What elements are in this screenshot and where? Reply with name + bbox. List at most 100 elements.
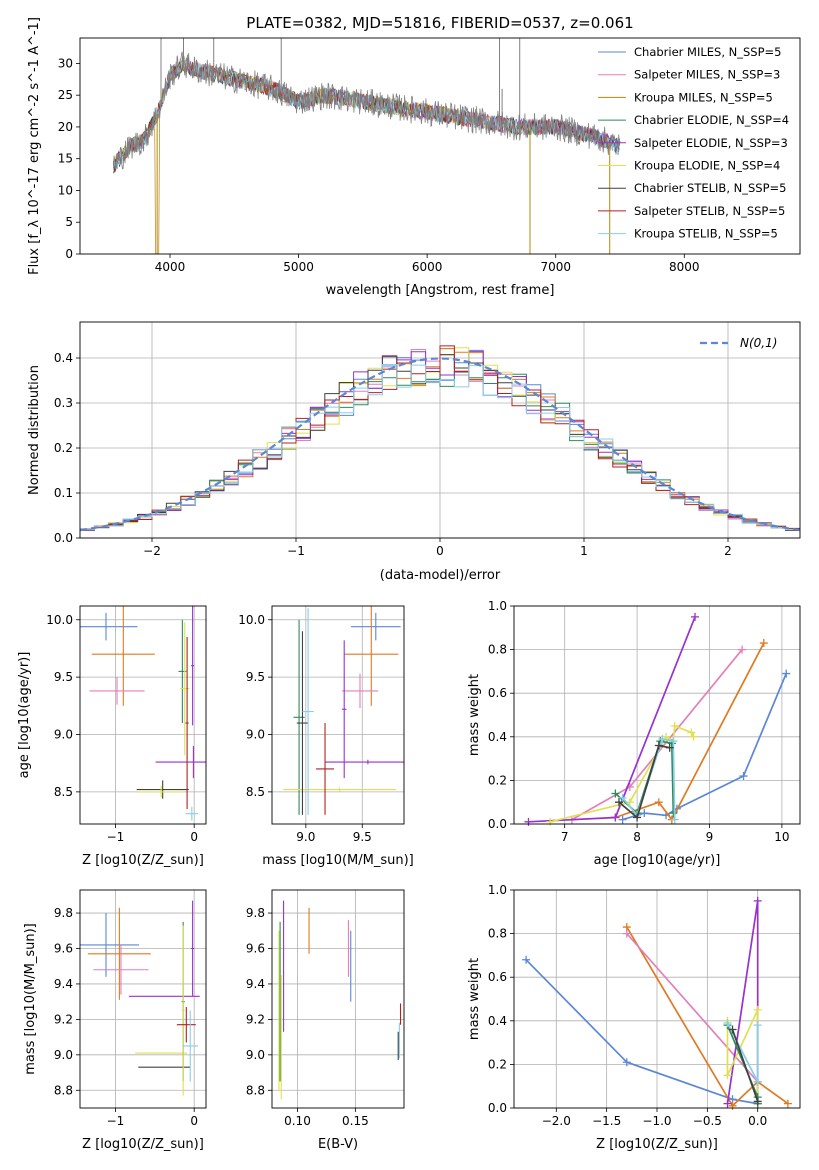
x-tick-label: 8000 [669,260,700,274]
model-spectrum-line [113,58,620,174]
errorbar-point [316,723,335,815]
y-tick-label: 0.0 [54,531,73,545]
errorbar-point [93,944,149,995]
mass-weight-line [622,673,787,821]
x-tick-label: 9.5 [353,830,372,844]
y-tick-label: 0.4 [488,730,507,744]
plus-marker [691,612,700,621]
y-axis-label: mass weight [467,958,482,1040]
x-tick-label: 0.10 [284,1114,311,1128]
y-tick-label: 20 [58,120,73,134]
mass-weight-vs-metallicity-panel: −2.0 −1.5 −1.0 −0.5 0.0 0.0 0.2 0.4 0.6 0.8 1.0 Z [… [467,883,801,1152]
plus-marker [665,743,674,752]
grid-lines [272,606,404,824]
y-tick-label: 9.0 [246,1048,265,1062]
plus-marker [658,734,667,743]
plus-marker [723,1018,732,1027]
y-tick-label: 0.1 [54,486,73,500]
axes-frame [271,889,405,1109]
errorbar-point [191,606,195,726]
x-tick-label: 6000 [412,260,443,274]
observed-spectrum-line [113,51,621,170]
series-layer [524,612,791,826]
y-tick-label: 9.5 [54,670,73,684]
spectrum-panel: 4000 5000 6000 7000 8000 0 5 10 15 20 25 30 waveleng… [27,17,801,298]
x-axis-label: Z [log10(Z/Z_sun)] [82,853,204,868]
plus-marker [546,817,555,826]
histogram-layer [80,345,800,533]
plus-marker [622,1058,631,1067]
errorbar-point [296,631,309,815]
model-spectrum-line [113,57,610,254]
x-tick-label: 1 [580,544,588,558]
residuals-panel: −2 −1 0 1 2 0.0 0.1 0.2 0.3 0.4 (data-model)/error… [27,321,801,583]
x-axis-label: Z [log10(Z/Z_sun)] [82,1137,204,1152]
errorbar-point [176,1006,196,1043]
plus-marker [753,1077,762,1086]
errorbar-point [180,622,190,756]
mass-vs-ebv-panel: 0.10 0.15 8.8 9.0 9.2 9.4 9.6 9.8 E(B-V) [246,889,405,1152]
y-axis-label: mass [log10(M/M_sun)] [23,923,38,1075]
y-tick-label: 10.0 [46,613,73,627]
mass-weight-line [528,616,696,823]
plus-marker [618,793,627,802]
y-tick-label: 0.6 [488,686,507,700]
x-tick-label: 9 [706,830,714,844]
legend-label: Chabrier MILES, N_SSP=5 [634,45,781,59]
errorbar-point [182,1010,199,1082]
plus-marker [522,955,531,964]
errorbar-point [89,677,145,705]
y-tick-label: 0.8 [488,643,507,657]
legend-label: Chabrier STELIB, N_SSP=5 [634,181,786,195]
legend-label: Chabrier ELODIE, N_SSP=4 [634,113,789,127]
errorbar-point [302,608,314,815]
x-tick-label: −1 [287,544,305,558]
y-tick-label: 9.4 [246,977,265,991]
residual-histogram [80,364,800,533]
plus-marker [633,813,642,822]
errorbar-point [341,673,379,709]
grid-lines [80,890,206,1108]
figure-title: PLATE=0382, MJD=51816, FIBERID=0537, z=0… [246,14,633,32]
x-tick-label: 9.0 [296,830,315,844]
grid-lines [272,890,404,1108]
plus-marker [783,1099,792,1108]
plus-marker [723,1071,732,1080]
y-tick-label: 9.5 [246,670,265,684]
x-tick-label: 10 [774,830,789,844]
plus-marker [622,929,631,938]
x-tick-label: −1 [107,1114,125,1128]
y-tick-label: 25 [58,88,73,102]
y-tick-label: 0.2 [488,773,507,787]
x-tick-label: 0 [190,830,198,844]
plus-marker [753,1021,762,1030]
plus-marker [739,772,748,781]
y-axis-label: Normed distribution [27,365,42,495]
errorbar-point [344,606,399,706]
model-spectrum-line [113,56,620,172]
plus-marker [614,798,623,807]
x-tick-label: 0.15 [342,1114,369,1128]
x-tick-label: −2.0 [542,1114,571,1128]
plus-marker [728,1025,737,1034]
plus-marker [670,721,679,730]
y-tick-label: 8.5 [246,785,265,799]
x-tick-label: −1.0 [642,1114,671,1128]
y-tick-label: 15 [58,152,73,166]
legend-label: Salpeter STELIB, N_SSP=5 [634,204,785,218]
series-layer [522,896,792,1110]
y-tick-label: 0.4 [488,1014,507,1028]
x-tick-label: 0 [190,1114,198,1128]
y-tick-label: 9.4 [54,977,73,991]
errorbar-point [341,640,347,779]
axes-frame [513,605,801,825]
mass-weight-vs-age-panel: 7 8 9 10 0.0 0.2 0.4 0.6 0.8 1.0 age [log10(age/yr… [467,599,801,868]
x-axis-label: wavelength [Angstrom, rest frame] [326,283,555,298]
plus-marker [670,815,679,824]
plus-marker [687,728,696,737]
plus-marker [782,669,791,678]
plus-marker [669,809,678,818]
y-tick-label: 0.0 [488,1101,507,1115]
y-tick-label: 0.8 [488,927,507,941]
